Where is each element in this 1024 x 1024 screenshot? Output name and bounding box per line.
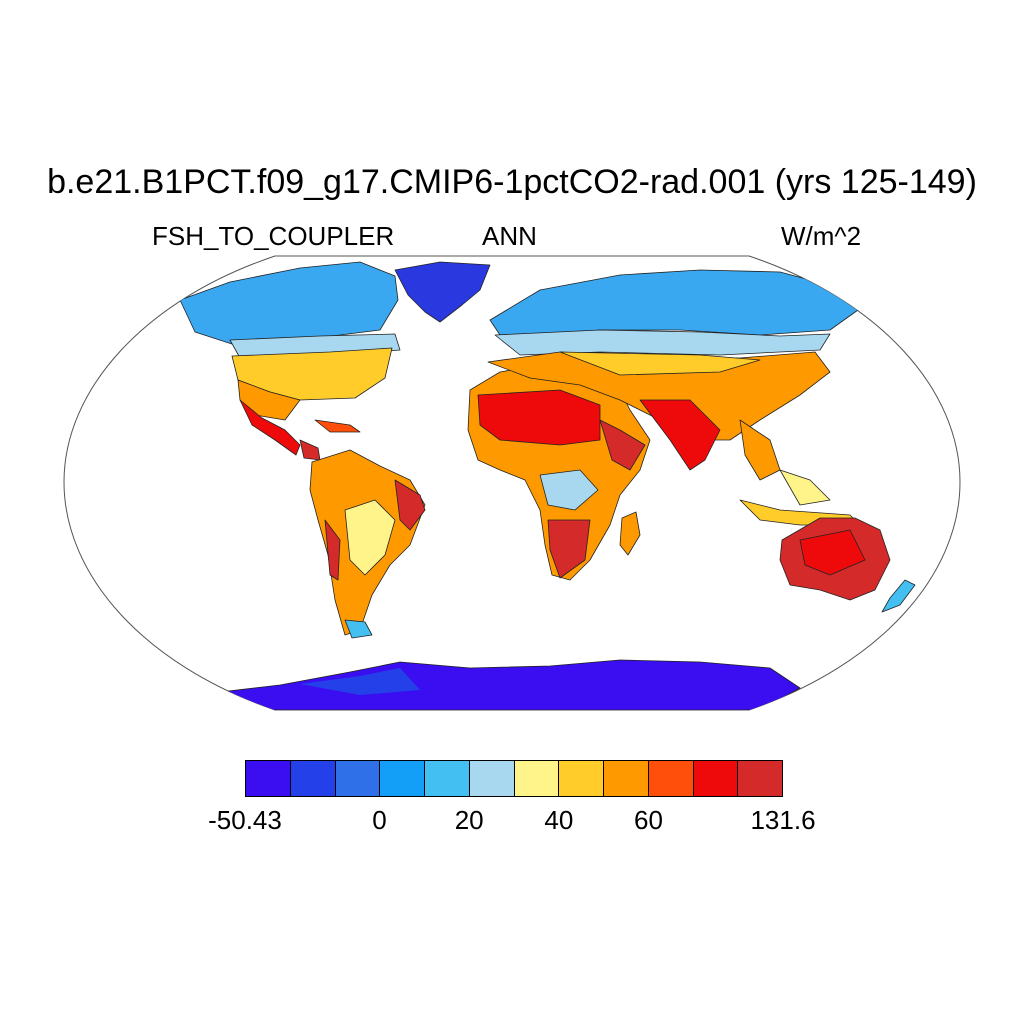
- antarctica-region: [219, 659, 801, 710]
- colorbar-box: [425, 761, 470, 796]
- season-label: ANN: [482, 221, 537, 251]
- colorbar-box: [335, 761, 381, 796]
- colorbar-box: [648, 761, 694, 796]
- colorbar-label: 0: [372, 805, 387, 835]
- australia-region: [779, 517, 891, 601]
- plot-title: b.e21.B1PCT.f09_g17.CMIP6-1pctCO2-rad.00…: [47, 163, 977, 201]
- new-zealand-region: [881, 579, 916, 613]
- colorbar: [245, 760, 783, 797]
- colorbar-label: -50.43: [208, 805, 282, 835]
- colorbar-box: [559, 761, 604, 796]
- colorbar-box: [380, 761, 425, 796]
- colorbar-label: 131.6: [750, 805, 816, 835]
- variable-label: FSH_TO_COUPLER: [152, 221, 395, 251]
- colorbar-label: 60: [634, 805, 663, 835]
- africa-region: [467, 364, 651, 581]
- north-america-region: [179, 261, 401, 461]
- greenland-region: [394, 261, 491, 323]
- colorbar-box: [514, 761, 560, 796]
- colorbar-box: [290, 761, 336, 796]
- colorbar-box: [604, 761, 649, 796]
- eurasia-region: [487, 269, 861, 526]
- colorbar-box: [469, 761, 515, 796]
- colorbar-label: 40: [544, 805, 574, 835]
- colorbar-box: [246, 761, 291, 796]
- south-america-region: [309, 449, 426, 639]
- units-label: W/m^2: [781, 221, 862, 251]
- colorbar-box: [738, 761, 782, 796]
- colorbar-box: [693, 761, 739, 796]
- colorbar-label: 20: [454, 805, 484, 835]
